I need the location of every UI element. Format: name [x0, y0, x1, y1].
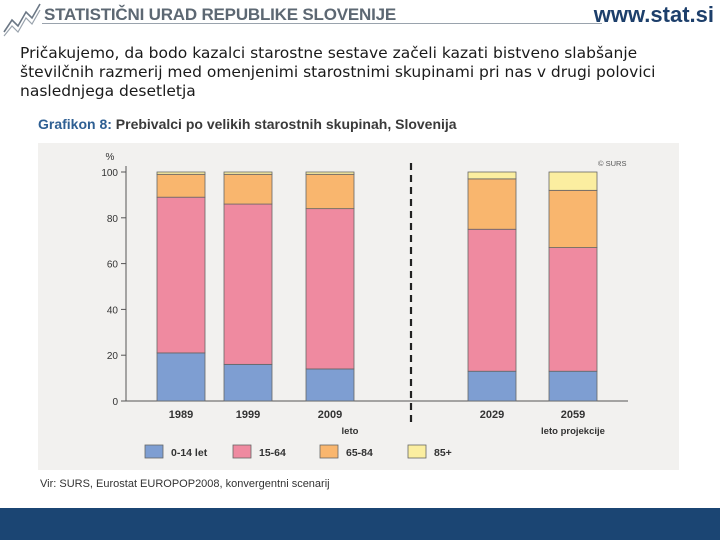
x-axis-label-projection: leto projekcije [541, 426, 605, 437]
legend-label: 85+ [434, 447, 452, 459]
y-tick-label: 80 [107, 214, 119, 225]
legend-swatch [407, 444, 427, 459]
legend-swatch [144, 444, 164, 459]
copyright-label: © SURS [598, 159, 626, 168]
bar-segment [223, 203, 273, 365]
bar-segment [467, 178, 517, 230]
bar-segment [548, 247, 598, 372]
x-tick-label: 2009 [318, 409, 342, 421]
bar-segment [156, 173, 206, 198]
bar-segment [223, 171, 273, 175]
legend-label: 0-14 let [171, 447, 208, 459]
bar-segment [548, 189, 598, 248]
bar-segment [223, 173, 273, 205]
bar-segment [156, 171, 206, 175]
bar-segment [305, 171, 355, 175]
stacked-bar-chart: 0 20 40 60 80 100% © SURS 1989 1999 2009 2029 2059 l… [101, 152, 628, 459]
legend-label: 65-84 [346, 447, 373, 459]
bar-segment [305, 208, 355, 370]
chart-title-text: Prebivalci po velikih starostnih skupina… [115, 116, 457, 132]
x-tick-label: 2029 [480, 409, 504, 421]
legend-label: 15-64 [259, 447, 286, 459]
bar-segment [548, 370, 598, 402]
bar-segment [156, 352, 206, 402]
bar-segment [223, 363, 273, 402]
x-axis-label-actual: leto [342, 426, 359, 437]
source-note: Vir: SURS, Eurostat EUROPOP2008, konverg… [40, 478, 330, 490]
y-axis-unit: % [106, 152, 115, 163]
y-tick-label: 20 [107, 351, 119, 362]
x-tick-label: 2059 [561, 409, 585, 421]
x-tick-label: 1989 [169, 409, 193, 421]
bar-segment [467, 370, 517, 402]
footer-bar [0, 508, 720, 540]
header-divider [42, 23, 602, 24]
bar-segment [548, 171, 598, 191]
y-tick-label: 40 [107, 305, 119, 316]
bar-segment [305, 173, 355, 210]
x-tick-label: 1999 [236, 409, 260, 421]
y-tick-label: 0 [112, 397, 118, 408]
bar-segment [467, 228, 517, 372]
legend-swatch [319, 444, 339, 459]
organization-name: STATISTIČNI URAD REPUBLIKE SLOVENIJE [44, 5, 397, 24]
y-tick-label: 60 [107, 260, 119, 271]
bar-segment [305, 368, 355, 402]
y-tick-label: 100 [101, 168, 118, 179]
website-url[interactable]: www.stat.si [593, 2, 714, 27]
intro-text: Pričakujemo, da bodo kazalci starostne s… [20, 44, 656, 100]
bar-segment [467, 171, 517, 180]
legend-swatch [232, 444, 252, 459]
bar-segment [156, 196, 206, 354]
chart-title: Grafikon 8: Prebivalci po velikih staros… [38, 116, 457, 132]
chart-title-prefix: Grafikon 8: [38, 116, 112, 132]
logo-icon [3, 3, 41, 37]
